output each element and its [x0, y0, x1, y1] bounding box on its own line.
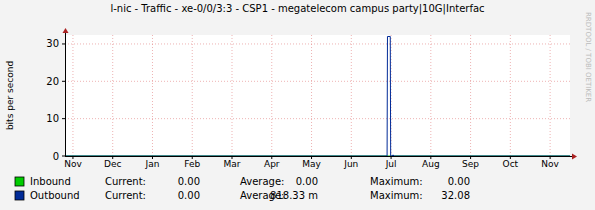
legend-label: Inbound: [30, 176, 71, 187]
tick-label: Aug: [422, 159, 440, 169]
series-group: [65, 36, 570, 156]
grid-line: [152, 35, 153, 156]
x-axis: [65, 156, 572, 157]
tick-label: 20: [46, 76, 59, 87]
tick-label: Feb: [184, 159, 200, 169]
tick-label: Jul: [385, 159, 397, 169]
grid-line: [192, 35, 193, 156]
legend-label: Outbound: [30, 190, 80, 201]
grid-line: [351, 35, 352, 156]
legend-swatch: [15, 177, 24, 186]
plot-area: [65, 35, 570, 156]
tick-label: Oct: [503, 159, 519, 169]
tick: [62, 156, 65, 157]
grid-line: [550, 35, 551, 156]
legend-stat-label: Maximum:: [370, 190, 423, 201]
legend-stat-value: 0.00: [448, 176, 470, 187]
legend-stat-value: 0.00: [178, 190, 200, 201]
grid-line: [65, 81, 570, 82]
grid-line: [112, 35, 113, 156]
tick-label: Nov: [64, 159, 82, 169]
grid-line: [271, 35, 272, 156]
x-axis-arrow: [572, 154, 577, 160]
chart: l-nic - Traffic - xe-0/0/3:3 - CSP1 - me…: [0, 0, 595, 210]
grid-line: [430, 35, 431, 156]
legend-stat-value: 32.08: [441, 190, 470, 201]
legend-stat-value: 0.00: [296, 176, 318, 187]
tick-label: May: [302, 159, 321, 169]
y-axis: [65, 33, 66, 156]
tick-label: Mar: [224, 159, 241, 169]
tick-label: Jun: [343, 159, 358, 169]
grid-line: [510, 35, 511, 156]
legend-stat-label: Average:: [240, 176, 284, 187]
grid-line: [65, 43, 570, 44]
series-line: [65, 36, 570, 156]
legend-stat-value: 0.00: [178, 176, 200, 187]
y-axis-label: bits per second: [5, 61, 15, 130]
y-axis-arrow: [63, 28, 69, 33]
tick-label: 30: [46, 38, 59, 49]
legend-stat-value: 818.33 m: [270, 190, 318, 201]
tick: [62, 81, 65, 82]
background: [0, 0, 595, 210]
tick-label: 10: [46, 113, 59, 124]
tick-label: Apr: [264, 159, 280, 169]
grid-line: [232, 35, 233, 156]
watermark: RRDTOOL / TOBI OETIKER: [584, 12, 592, 102]
title: l-nic - Traffic - xe-0/0/3:3 - CSP1 - me…: [110, 3, 484, 15]
grid-line: [470, 35, 471, 156]
grid-line: [311, 35, 312, 156]
legend-stat-label: Current:: [105, 176, 146, 187]
grid-line: [72, 35, 73, 156]
grid-line: [65, 118, 570, 119]
legend-stat-label: Maximum:: [370, 176, 423, 187]
tick-label: 0: [53, 151, 59, 162]
legend-stat-label: Current:: [105, 190, 146, 201]
legend-swatch: [15, 191, 24, 200]
tick-label: Nov: [541, 159, 559, 169]
tick-label: Dec: [104, 159, 121, 169]
tick-label: Jan: [145, 159, 160, 169]
tick: [62, 43, 65, 44]
tick: [62, 118, 65, 119]
tick-label: Sep: [462, 159, 479, 169]
